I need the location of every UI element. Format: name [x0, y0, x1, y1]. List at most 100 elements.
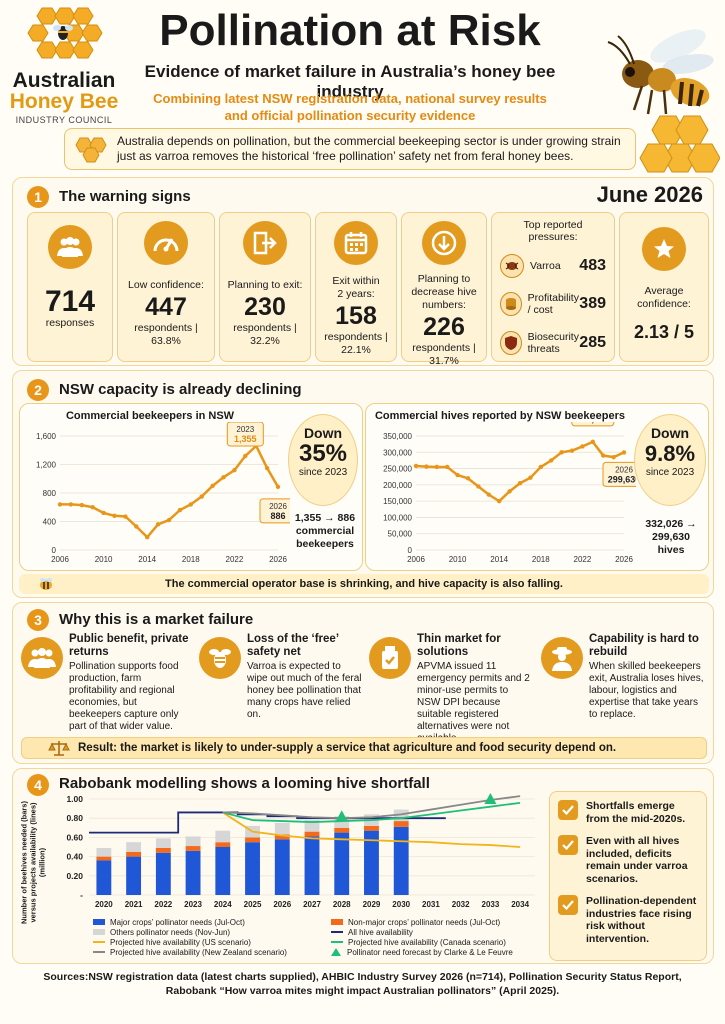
down-since: since 2023 [298, 467, 348, 478]
x-tick-label: 2030 [392, 900, 410, 909]
peak-annotation-year: 2023 [236, 425, 254, 434]
data-point [507, 489, 512, 494]
logo-line1: Australian [12, 69, 116, 92]
data-point [465, 476, 471, 481]
beekeeper-icon [541, 637, 583, 679]
bar-chart-ylabel: Number of beehives needed (bars) versus … [19, 801, 47, 924]
honeycomb-logo-icon [27, 7, 103, 59]
hives-line-chart: 0 50,000 100,000 150,000 200,000 250,000 300,0… [383, 422, 636, 564]
legend-item: Projected hive availability (US scenario… [93, 937, 331, 947]
responses-card: 714 responses [27, 212, 113, 362]
banner-text: Australia depends on pollination, but th… [117, 134, 621, 163]
bee-illustration-icon [607, 29, 720, 173]
x-tick-label: 2022 [574, 555, 592, 564]
y-tick-label: 1,600 [36, 432, 57, 441]
y-tick-label: 0.80 [66, 813, 83, 823]
pressure-row: Profitability / cost 389 [500, 283, 606, 325]
data-point [611, 454, 616, 460]
x-tick-label: 2010 [95, 555, 113, 564]
pressure-value: 483 [579, 257, 606, 274]
y-tick-label: 300,000 [383, 448, 412, 457]
data-point [275, 484, 281, 490]
decrease-hives-sub: respondents | 31.7% [412, 342, 476, 367]
down-since: since 2023 [645, 467, 695, 478]
x-tick-label: 2027 [303, 900, 321, 909]
legend-item: Projected hive availability (New Zealand… [93, 947, 331, 957]
star-icon [642, 227, 686, 271]
bar-segment [215, 830, 231, 843]
failure-item: Capability is hard to rebuild When skill… [541, 633, 707, 733]
low-confidence-card: Low confidence: 447 respondents | 63.8% [117, 212, 215, 362]
hives-change-note: 332,026 → 299,630 hives [645, 518, 697, 556]
x-tick-label: 2006 [407, 555, 425, 564]
exit-two-years-sub: respondents | 22.1% [324, 331, 388, 356]
scales-icon [48, 740, 70, 763]
series-line [222, 801, 521, 823]
bar-segment [304, 831, 320, 837]
x-tick-label: 2023 [184, 900, 202, 909]
data-point [90, 505, 95, 510]
result-text: Result: the market is likely to under-su… [78, 742, 617, 754]
end-annotation-year: 2026 [615, 465, 633, 474]
exit-two-years-label: Exit within 2 years: [332, 275, 380, 300]
data-point [486, 492, 491, 497]
data-point [580, 444, 585, 449]
beekeepers-line-chart: 0 400 800 1,200 1,600 2006 2010 2014 2018 2022 202… [36, 422, 290, 564]
chart-title: Commercial beekeepers in NSW [65, 410, 235, 422]
failure-item: Thin market for solutions APVMA issued 1… [369, 633, 533, 744]
end-annotation-box [259, 498, 290, 524]
y-tick-label: 0 [408, 546, 413, 555]
bar-segment [364, 825, 379, 831]
data-point [188, 502, 193, 507]
data-point [497, 498, 502, 504]
failure-item-title: Capability is hard to rebuild [589, 633, 699, 658]
data-point [57, 502, 63, 507]
y-tick-label: 1,200 [36, 461, 57, 470]
pressure-value: 389 [579, 295, 606, 312]
down-arrow-icon [422, 221, 466, 265]
y-tick-label: 100,000 [383, 513, 412, 522]
x-tick-label: 2018 [532, 555, 550, 564]
bar-segment [334, 832, 350, 895]
responses-number: 714 [44, 285, 96, 318]
beekeepers-chart-panel: Commercial beekeepers in NSW 0 400 800 1,20… [19, 403, 363, 571]
intro-text: Combining latest NSW registration data, … [110, 90, 590, 124]
section-number: 3 [27, 609, 49, 631]
bar-segment [274, 834, 290, 840]
y-tick-label: 250,000 [383, 465, 412, 474]
x-tick-label: 2032 [452, 900, 470, 909]
legend-item: Major crops’ pollinator needs (Jul-Oct) [93, 917, 331, 927]
x-tick-label: 2026 [273, 900, 291, 909]
x-tick-label: 2006 [51, 555, 69, 564]
data-point [134, 524, 139, 529]
data-point [538, 464, 543, 470]
bar-segment [155, 838, 171, 848]
exit-door-icon [243, 221, 287, 265]
planning-exit-card: Planning to exit: 230 respondents | 32.2… [219, 212, 311, 362]
failure-item: Public benefit, private returns Pollinat… [21, 633, 191, 733]
data-point [445, 464, 450, 470]
x-tick-label: 2026 [615, 555, 633, 564]
end-annotation-value: 886 [270, 511, 285, 521]
data-point [177, 507, 183, 513]
data-point [112, 513, 117, 518]
bar-segment [96, 860, 112, 895]
legend-item: Non-major crops’ pollinator needs (Jul-O… [331, 917, 563, 927]
failure-item-title: Public benefit, private returns [69, 633, 189, 658]
failure-item: Loss of the ‘free’ safety net Varroa is … [199, 633, 363, 733]
y-tick-label: 0.20 [66, 871, 83, 881]
data-point [455, 472, 460, 478]
legend-item: All hive availability [331, 927, 563, 937]
series-line [415, 440, 625, 503]
data-point [569, 448, 575, 453]
capacity-footer-text: The commercial operator base is shrinkin… [165, 578, 563, 590]
sources-line2: Rabobank “How varroa mites might impact … [165, 985, 560, 997]
community-icon [21, 637, 63, 679]
data-point [243, 453, 248, 459]
bullet-item: Even with all hives included, deficits r… [558, 835, 698, 885]
pressure-row: Biosecurity threats 285 [500, 325, 606, 361]
peak-annotation-box [226, 422, 264, 447]
bar-segment [393, 821, 409, 827]
data-point [232, 468, 237, 473]
data-point [145, 534, 150, 540]
